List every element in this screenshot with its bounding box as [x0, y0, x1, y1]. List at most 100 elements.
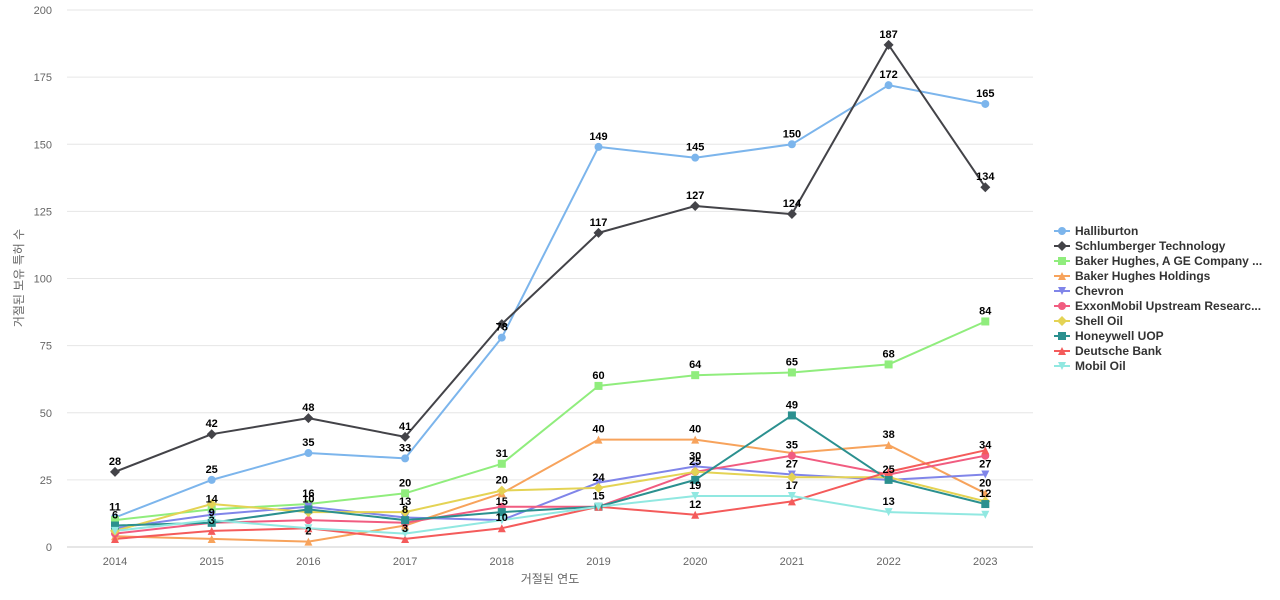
data-point	[691, 510, 700, 519]
data-label: 13	[882, 496, 894, 508]
series-line-7[interactable]	[114, 414, 987, 527]
data-point	[691, 491, 700, 500]
data-label: 127	[686, 190, 704, 202]
legend-label: Baker Hughes Holdings	[1075, 269, 1211, 283]
data-point	[883, 39, 894, 50]
series-line-6[interactable]	[114, 470, 987, 532]
legend-item[interactable]: Chevron	[1054, 284, 1124, 298]
legend-item[interactable]: Deutsche Bank	[1054, 344, 1162, 358]
data-point	[207, 534, 216, 543]
data-point	[207, 505, 216, 514]
data-label: 9	[209, 507, 215, 519]
data-point	[787, 451, 796, 460]
legend-item[interactable]: Halliburton	[1054, 224, 1138, 238]
legend-marker	[1058, 347, 1066, 355]
data-label: 33	[399, 442, 411, 454]
legend-label: Mobil Oil	[1075, 359, 1126, 373]
legend-marker	[1058, 332, 1066, 340]
legend-item[interactable]: Schlumberger Technology	[1054, 239, 1226, 253]
data-label: 165	[976, 88, 994, 100]
data-label: 25	[882, 464, 894, 476]
data-point	[497, 516, 506, 525]
data-point	[207, 516, 216, 525]
legend-marker	[1057, 241, 1067, 251]
data-point	[884, 360, 893, 369]
data-label: 145	[686, 142, 704, 154]
data-label: 34	[979, 440, 992, 452]
data-point	[206, 499, 217, 510]
data-label: 20	[979, 477, 991, 489]
data-label: 49	[786, 399, 798, 411]
data-label: 3	[209, 515, 215, 527]
data-label: 2	[305, 526, 311, 538]
data-label: 187	[879, 29, 897, 41]
series-line-5[interactable]	[114, 454, 987, 535]
data-label: 38	[882, 429, 894, 441]
data-point	[111, 526, 119, 535]
data-point	[594, 478, 603, 487]
data-label: 48	[302, 402, 314, 414]
series-line-0[interactable]	[114, 84, 987, 519]
data-point	[401, 516, 410, 525]
data-label: 20	[399, 477, 411, 489]
data-label: 68	[882, 348, 894, 360]
y-tick-label: 200	[34, 5, 52, 17]
data-point	[304, 537, 313, 546]
legend-item[interactable]: Honeywell UOP	[1054, 329, 1164, 343]
x-tick-label: 2020	[683, 556, 707, 568]
data-label: 10	[302, 493, 314, 505]
data-label: 24	[592, 472, 605, 484]
data-label: 40	[592, 424, 604, 436]
data-point	[981, 470, 990, 479]
data-point	[594, 381, 603, 390]
data-label: 134	[976, 171, 995, 183]
series-line-3[interactable]	[114, 438, 987, 543]
data-label: 19	[689, 480, 701, 492]
legend-item[interactable]: Baker Hughes, A GE Company ...	[1054, 254, 1262, 268]
data-point	[691, 462, 700, 471]
legend-label: Halliburton	[1075, 224, 1138, 238]
data-label: 35	[786, 440, 798, 452]
data-label: 8	[402, 504, 408, 516]
y-tick-label: 100	[34, 274, 52, 286]
data-label: 17	[786, 480, 798, 492]
axes: 거절된 연도 거절된 보유 특허 수 0 25 50 75 100 125 150 175 20…	[12, 5, 1033, 586]
data-point	[884, 440, 893, 449]
data-label: 11	[109, 501, 121, 513]
legend-item[interactable]: Mobil Oil	[1054, 359, 1126, 373]
data-point	[884, 475, 893, 484]
data-point	[111, 516, 119, 525]
data-point	[497, 508, 506, 517]
data-point	[497, 524, 506, 533]
data-label: 25	[689, 456, 701, 468]
data-point	[981, 489, 990, 498]
x-axis-title: 거절된 연도	[521, 572, 580, 586]
data-point	[207, 526, 216, 535]
legend-item[interactable]: Shell Oil	[1054, 314, 1123, 328]
legend-item[interactable]: Baker Hughes Holdings	[1054, 269, 1211, 283]
data-point	[594, 142, 603, 151]
y-tick-label: 125	[34, 206, 52, 218]
data-point	[691, 153, 700, 162]
series-line-2[interactable]	[114, 320, 987, 522]
data-label: 27	[786, 459, 798, 471]
data-label: 149	[589, 131, 607, 143]
series-line-9[interactable]	[114, 495, 987, 535]
data-point	[496, 319, 507, 330]
legend-marker	[1058, 227, 1066, 235]
legend-item[interactable]: ExxonMobil Upstream Researc...	[1054, 299, 1261, 313]
x-tick-label: 2018	[490, 556, 514, 568]
series-line-8[interactable]	[114, 449, 987, 540]
data-point	[401, 534, 410, 543]
data-point	[593, 482, 604, 493]
data-point	[787, 140, 796, 149]
series-lines	[114, 43, 987, 543]
data-label: 64	[689, 359, 702, 371]
data-label: 65	[786, 356, 798, 368]
data-point	[110, 466, 120, 477]
data-label: 16	[302, 488, 314, 500]
series-line-1[interactable]	[114, 43, 987, 473]
